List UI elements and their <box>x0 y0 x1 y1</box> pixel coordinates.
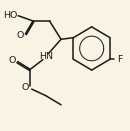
Text: O: O <box>22 83 29 92</box>
Text: HO: HO <box>3 11 18 20</box>
Text: O: O <box>8 56 16 65</box>
Text: O: O <box>17 31 24 40</box>
Text: F: F <box>117 55 122 64</box>
Text: HN: HN <box>39 52 53 61</box>
